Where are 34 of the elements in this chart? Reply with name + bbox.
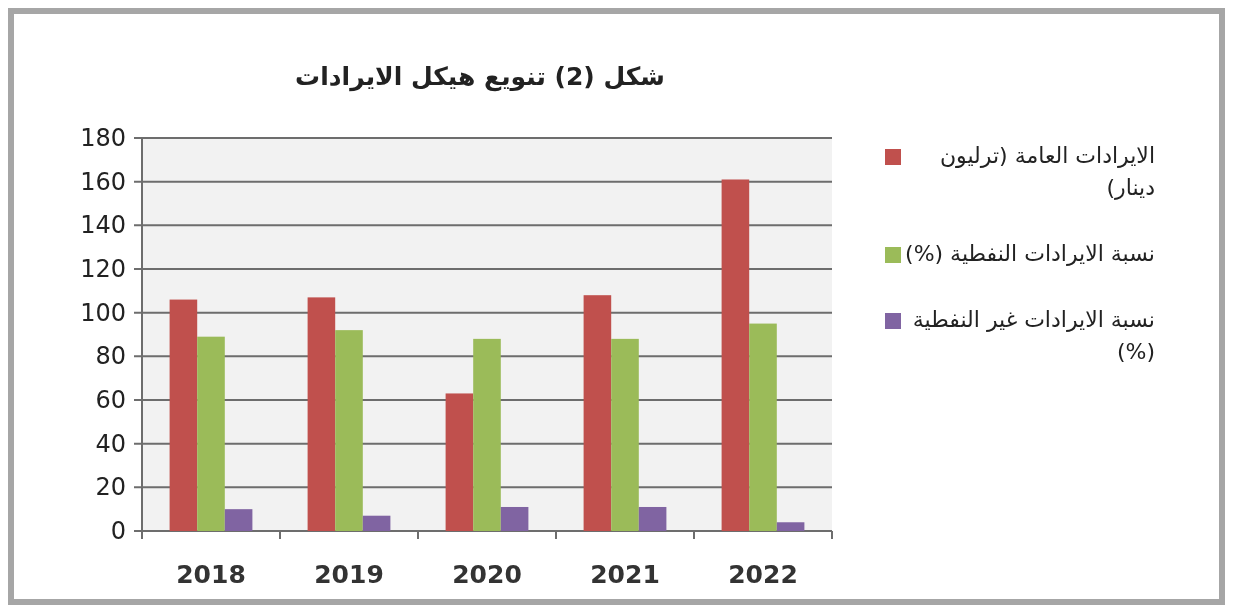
x-tick-label: 2020 xyxy=(452,560,522,589)
bar xyxy=(307,297,336,531)
y-tick-label: 80 xyxy=(95,342,126,371)
legend-label: الايرادات العامة (ترليون دينار) xyxy=(938,142,1155,202)
bar xyxy=(197,336,225,531)
bar xyxy=(611,338,639,531)
y-tick-label: 160 xyxy=(80,167,126,196)
bar xyxy=(224,509,253,531)
y-tick-label: 100 xyxy=(80,298,126,327)
legend-label: نسبة الايرادات النفطية (%) xyxy=(905,240,1155,268)
bar xyxy=(445,393,474,531)
x-tick-label: 2018 xyxy=(176,560,246,589)
bar xyxy=(169,299,198,531)
y-tick-label: 60 xyxy=(95,386,126,414)
x-tick-label: 2022 xyxy=(728,560,798,589)
x-tick-label: 2019 xyxy=(314,560,384,589)
x-tick-label: 2021 xyxy=(590,560,660,589)
y-tick-label: 0 xyxy=(110,517,126,545)
bar xyxy=(749,323,777,531)
bar xyxy=(776,522,805,531)
chart-title: شكل (2) تنويع هيكل الايرادات xyxy=(295,62,665,92)
bar xyxy=(500,506,529,531)
bar xyxy=(335,330,363,531)
y-tick-label: 120 xyxy=(80,255,126,283)
y-tick-label: 20 xyxy=(95,473,126,502)
y-tick-label: 40 xyxy=(95,429,126,458)
legend-label: نسبة الايرادات غير النفطية (%) xyxy=(911,306,1155,366)
bar xyxy=(362,515,391,531)
bar xyxy=(473,338,501,531)
y-tick-label: 140 xyxy=(80,211,126,240)
bar xyxy=(721,179,750,531)
y-tick-label: 180 xyxy=(80,124,126,152)
bar xyxy=(583,295,612,531)
bar xyxy=(638,506,667,531)
